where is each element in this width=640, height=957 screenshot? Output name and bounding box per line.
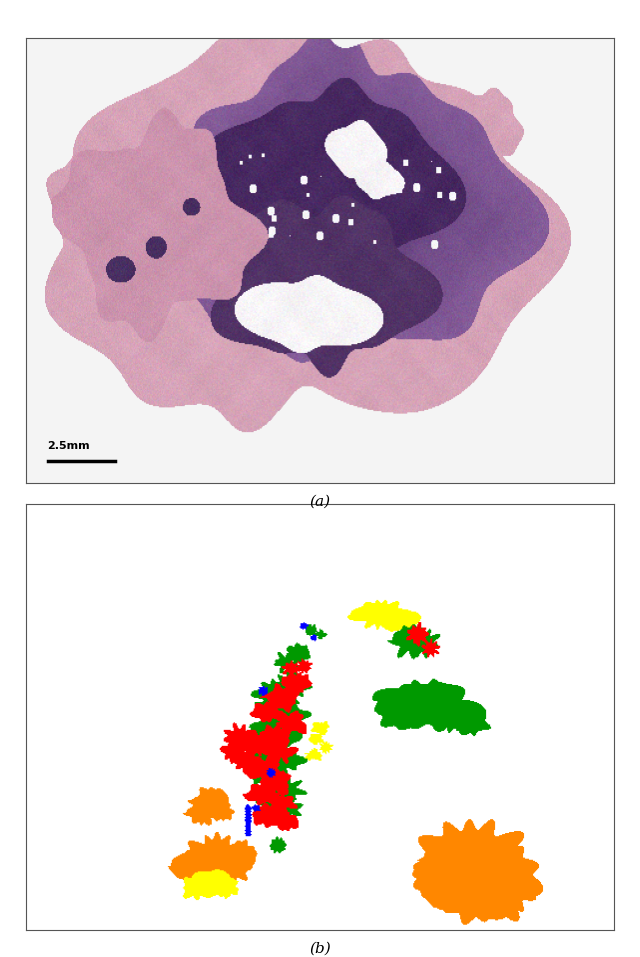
Text: (b): (b) xyxy=(309,942,331,956)
Text: 2.5mm: 2.5mm xyxy=(47,440,90,451)
Text: (a): (a) xyxy=(309,495,331,509)
